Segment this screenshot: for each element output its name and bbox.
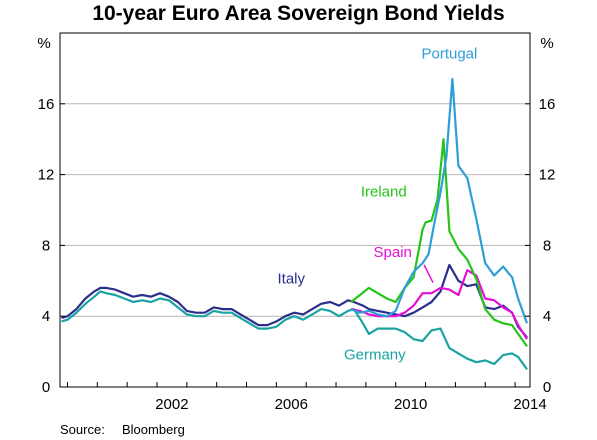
series-label-germany: Germany [344, 347, 406, 364]
y-tick-label-left: 16 [38, 96, 55, 113]
y-axis-unit-left: % [37, 35, 50, 52]
source-note: Source: Bloomberg [60, 422, 185, 437]
series-line-ireland [350, 138, 528, 347]
series-line-italy [61, 263, 528, 339]
series-label-spain: Spain [374, 244, 412, 261]
x-tick-label: 2014 [513, 396, 546, 413]
y-tick-label-left: 12 [38, 167, 55, 184]
y-tick-label-left: 0 [42, 379, 50, 396]
chart-title: 10-year Euro Area Sovereign Bond Yields [92, 2, 505, 25]
y-tick-label-right: 8 [543, 237, 551, 254]
source-value: Bloomberg [122, 422, 185, 437]
y-tick-label-right: 12 [539, 167, 556, 184]
series-labels: Germany Italy Spain Ireland Portugal [278, 46, 478, 364]
y-tick-label-left: 8 [42, 237, 50, 254]
x-tick-label: 2010 [394, 396, 427, 413]
series-line-portugal [350, 77, 529, 324]
y-tick-label-right: 4 [543, 308, 551, 325]
series-layer [61, 77, 529, 370]
series-label-portugal: Portugal [421, 46, 477, 63]
series-label-ireland: Ireland [361, 184, 407, 201]
y-axis-unit-right: % [540, 35, 553, 52]
tick-layer: 0 0 4 4 8 8 12 12 16 16 2002 2006 2010 2014 [38, 96, 556, 413]
source-label: Source: [60, 422, 105, 437]
x-tick-label: 2006 [275, 396, 308, 413]
x-tick-label: 2002 [155, 396, 188, 413]
y-tick-label-right: 0 [543, 379, 551, 396]
y-tick-label-left: 4 [42, 308, 50, 325]
spain-label-pointer [423, 264, 434, 283]
series-line-germany [61, 290, 528, 370]
series-line-spain [350, 269, 528, 340]
series-label-italy: Italy [278, 270, 306, 287]
y-tick-label-right: 16 [539, 96, 556, 113]
plot-frame [59, 32, 531, 388]
